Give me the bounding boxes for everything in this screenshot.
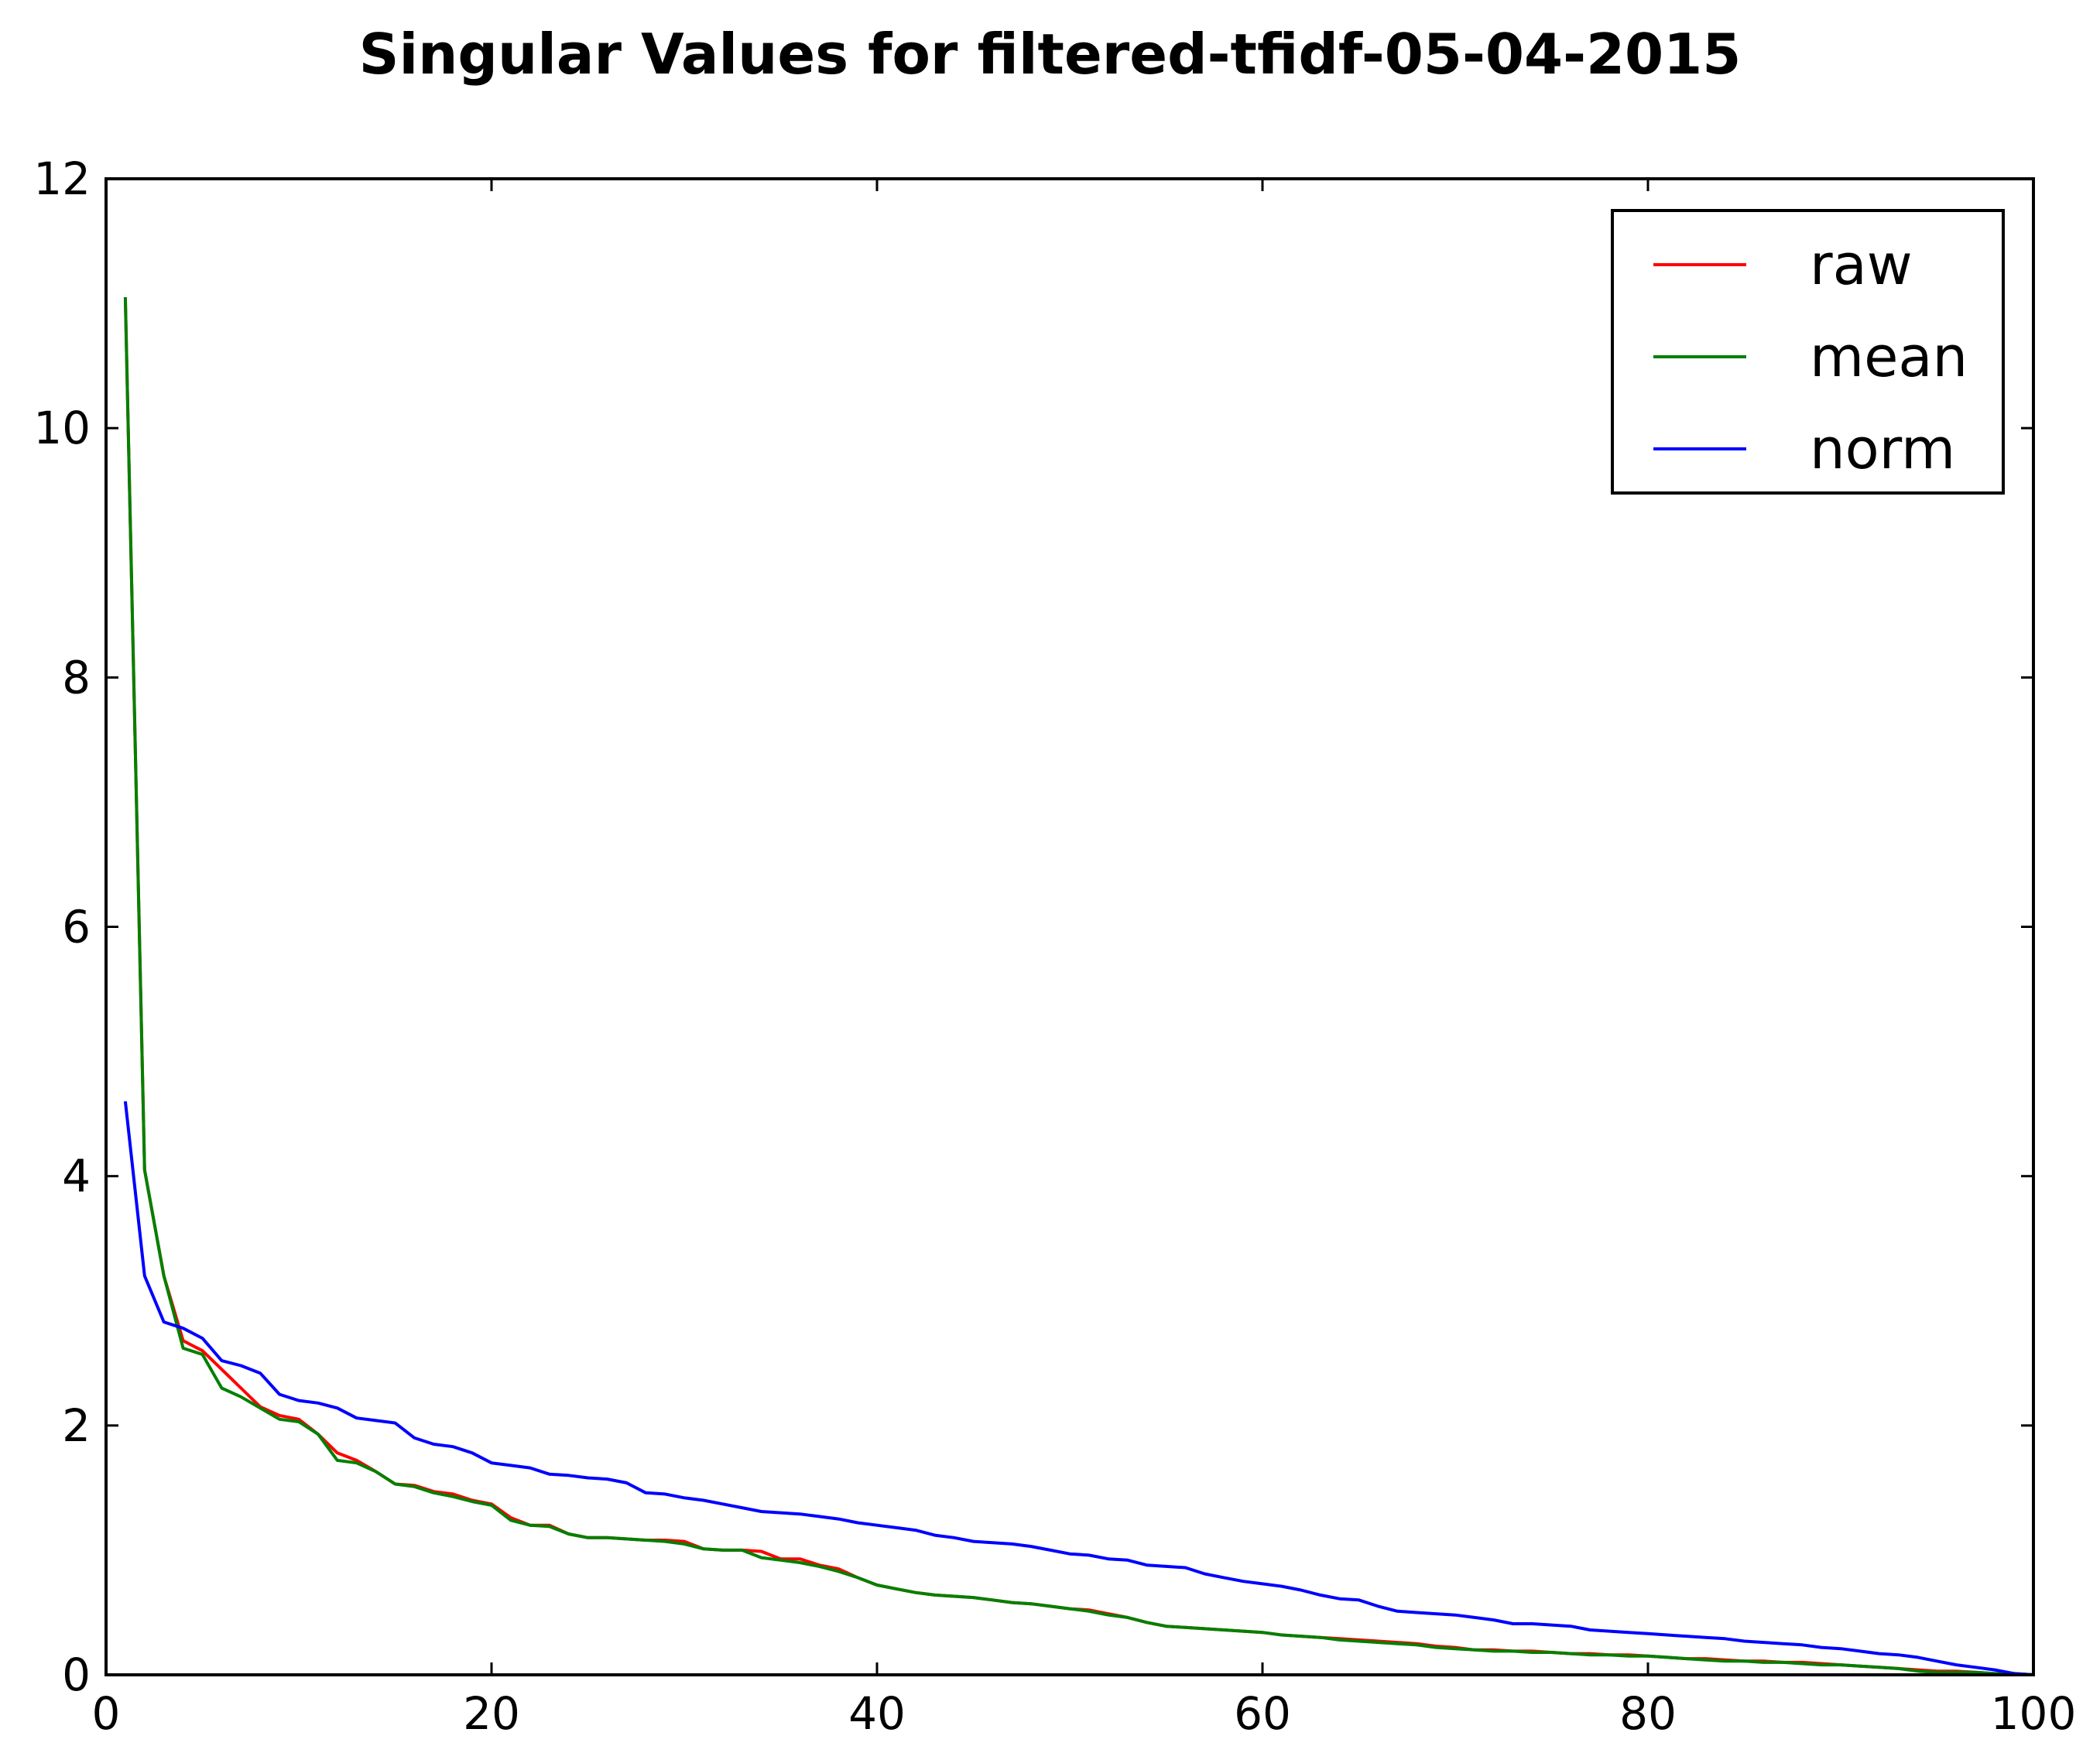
legend-box bbox=[1611, 209, 2005, 495]
y-tick-label: 0 bbox=[62, 1649, 91, 1701]
y-tick-label: 2 bbox=[62, 1399, 91, 1452]
y-tick-label: 6 bbox=[62, 901, 91, 954]
plot-frame bbox=[104, 177, 2035, 1676]
y-tick-label: 10 bbox=[33, 402, 91, 454]
series-layer bbox=[123, 296, 2034, 1676]
chart-title: Singular Values for filtered-tfidf-05-04… bbox=[358, 22, 1742, 87]
legend-label-norm: norm bbox=[1810, 416, 1955, 481]
legend: raw mean norm bbox=[1611, 209, 2005, 495]
series-line-norm bbox=[123, 1101, 2034, 1676]
x-tick-label: 100 bbox=[1991, 1687, 2077, 1740]
y-tick-label: 12 bbox=[33, 152, 91, 205]
legend-label-mean: mean bbox=[1810, 324, 1968, 389]
legend-label-raw: raw bbox=[1810, 232, 1913, 297]
x-tick-label: 80 bbox=[1619, 1687, 1677, 1740]
x-tick-label: 0 bbox=[92, 1687, 121, 1740]
tick-layer: 0 20 40 60 80 100 0 2 4 6 8 10 12 bbox=[33, 152, 2076, 1740]
y-tick-label: 8 bbox=[62, 651, 91, 704]
y-tick-label: 4 bbox=[62, 1150, 91, 1203]
x-tick-label: 60 bbox=[1234, 1687, 1291, 1740]
series-line-mean bbox=[123, 296, 2034, 1676]
x-tick-label: 20 bbox=[463, 1687, 520, 1740]
x-tick-label: 40 bbox=[848, 1687, 906, 1740]
